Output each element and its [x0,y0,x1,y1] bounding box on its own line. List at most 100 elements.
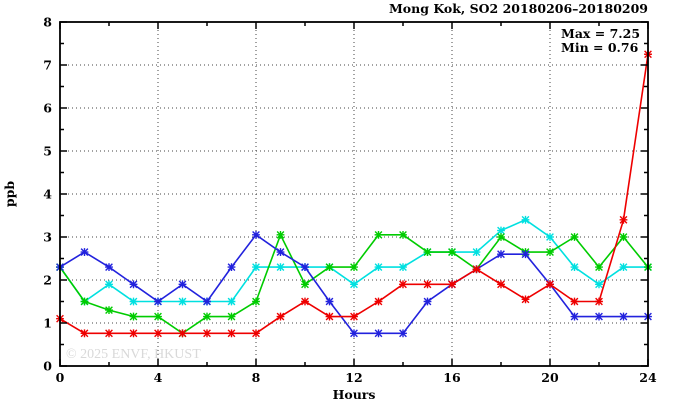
y-tick-label: 8 [43,15,52,30]
series-cyan-marker [619,263,628,271]
series-cyan-marker [374,263,383,271]
series-red-marker [546,280,554,289]
series-red-marker [301,297,309,306]
series-cyan-marker [570,263,579,271]
series-red-marker [374,297,383,306]
series-green-marker [399,230,407,239]
series-green-marker [203,312,211,321]
y-tick-label: 7 [43,58,52,73]
y-tick-label: 4 [43,187,52,202]
series-blue-marker [178,280,187,289]
series-blue-marker [350,329,358,338]
series-cyan-marker [472,248,481,256]
series-green-marker [619,233,628,241]
series-cyan-marker [276,263,285,271]
series-blue-marker [129,280,138,289]
series-green-marker [276,230,285,239]
series-blue-marker [301,263,309,271]
x-tick-label: 0 [56,370,65,385]
annotation-min: Min = 0.76 [561,40,639,55]
series-cyan-marker [129,297,138,306]
series-cyan-marker [521,215,530,224]
series-red-marker [448,280,456,289]
series-blue-marker [203,297,211,306]
y-tick-label: 2 [43,273,52,288]
axes-and-ticks [59,21,649,367]
series-blue-marker [154,297,162,306]
series-blue-marker [595,312,603,321]
x-tick-label: 8 [252,370,261,385]
series-green-marker [301,280,309,289]
series-red-marker [80,329,89,338]
series-blue-marker [497,250,505,259]
series-red-marker [252,329,260,338]
y-tick-label: 6 [43,101,52,116]
series-green-marker [154,312,162,321]
x-tick-label: 20 [541,370,559,385]
series-red-marker [399,280,407,289]
series-green-marker [570,233,579,241]
series-red-marker [423,280,432,289]
series-green-marker [227,312,236,321]
chart-title: Mong Kok, SO2 20180206–20180209 [389,1,648,16]
x-tick-label: 16 [443,370,461,385]
series-green-marker [546,248,554,256]
series-blue-marker [105,263,113,271]
series-cyan-marker [350,280,358,289]
y-tick-label: 5 [43,144,52,159]
series-red-marker [619,215,628,224]
x-tick-label: 4 [154,370,163,385]
series-green-marker [497,233,505,241]
series-red-marker [203,329,211,338]
series-red-marker [325,312,334,321]
series-green-marker [105,306,113,314]
series-red-marker [154,329,162,338]
series-red-marker [227,329,236,338]
series-cyan-marker [227,297,236,306]
series-red-marker [570,297,579,306]
series-green-marker [448,248,456,256]
series-green-marker [423,248,432,256]
series-green-marker [374,230,383,239]
annotation-max: Max = 7.25 [561,26,640,41]
series-blue-marker [399,329,407,338]
series-cyan-marker [252,263,260,271]
series-blue-marker [227,263,236,271]
series-cyan-line [59,218,648,303]
series-blue-marker [80,248,89,256]
series-red-marker [129,329,138,338]
y-tick-label: 3 [43,230,52,245]
series-green-marker [325,263,334,271]
x-tick-label: 12 [345,370,362,385]
series-blue-marker [374,329,383,338]
x-axis-label: Hours [333,387,376,402]
watermark: © 2025 ENVF, HKUST [66,347,201,362]
series-cyan-marker [546,233,554,241]
y-tick-label: 0 [43,359,52,374]
gridlines [60,22,648,366]
series-red-marker [595,297,603,306]
series-blue-marker [570,312,579,321]
series-blue-marker [276,248,285,256]
series-cyan-marker [595,280,603,289]
series-green-marker [595,263,603,271]
series-red-marker [178,329,187,338]
series-blue-marker [325,297,334,306]
series-blue-marker [423,297,432,306]
series-red-marker [521,295,530,304]
series-cyan-marker [105,280,113,289]
series-blue-marker [521,250,530,259]
series-red-marker [105,329,113,338]
series-red-marker [472,265,481,274]
series-cyan-marker [399,263,407,271]
y-tick-label: 1 [43,316,52,331]
series-red-marker [497,280,505,289]
series-green-marker [350,263,358,271]
series-blue-marker [619,312,628,321]
series-red-marker [276,312,285,321]
series-green-marker [252,297,260,306]
y-axis-label: ppb [2,181,17,207]
